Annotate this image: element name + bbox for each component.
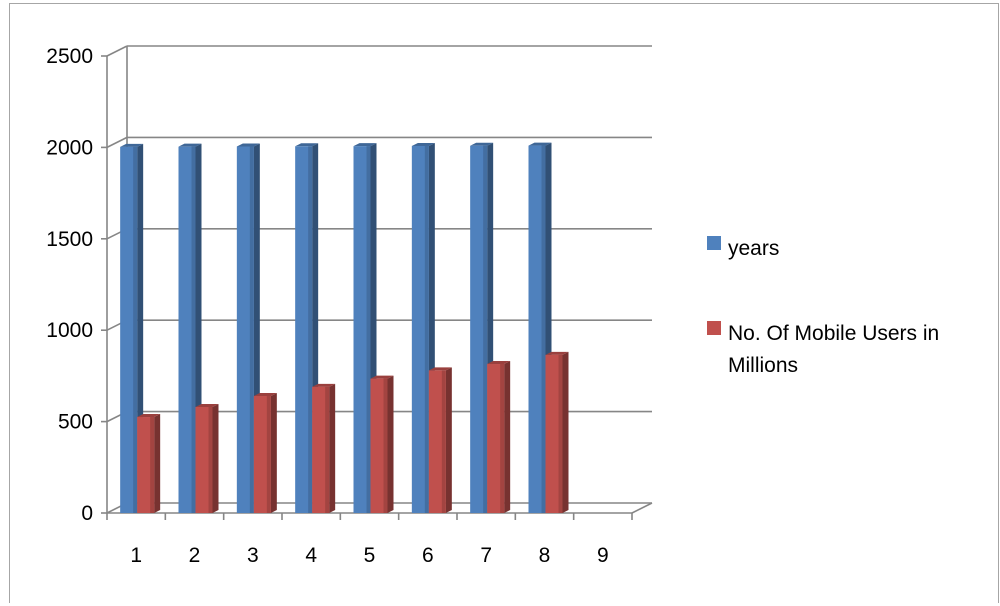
bar [545, 354, 563, 513]
bar-top [253, 393, 277, 397]
bar-layer [120, 142, 569, 513]
bar-shade [325, 386, 330, 513]
bar-top [370, 375, 394, 379]
x-tick-label: 8 [539, 544, 551, 567]
label-layer: 0 500 1000 1500 2000 2500 1 2 3 4 5 6 7 8 9 [46, 45, 608, 567]
bar [312, 386, 330, 513]
bar-side [329, 383, 336, 513]
chart-frame [9, 3, 999, 603]
legend-label: Millions [728, 354, 798, 377]
bar-shade [266, 396, 271, 513]
y-tick-label: 1000 [46, 319, 93, 342]
bar-top [411, 142, 435, 146]
x-tick-label: 6 [422, 544, 434, 567]
bar-shade [191, 146, 196, 513]
x-tick-label: 4 [305, 544, 317, 567]
bar-shade [424, 145, 429, 513]
bar-shade [308, 146, 313, 513]
bar [487, 364, 505, 513]
bar-top [487, 361, 511, 365]
bar-shade [249, 146, 254, 513]
y-tick-label: 500 [58, 411, 93, 434]
bar-side [504, 361, 511, 513]
x-tick-label: 2 [189, 544, 201, 567]
bar [120, 146, 138, 513]
bar [253, 396, 271, 513]
bar-side [387, 375, 394, 513]
bar-shade [483, 145, 488, 513]
bar-shade [366, 146, 371, 513]
bar-shade [208, 406, 213, 513]
bar-top [312, 383, 336, 387]
bar-shade [150, 417, 155, 513]
bar [470, 145, 488, 513]
y-tick-label: 2000 [46, 136, 93, 159]
bar [353, 146, 371, 513]
legend-swatch [707, 321, 721, 335]
bar [178, 146, 196, 513]
bar-top [528, 142, 552, 146]
bar-top [353, 143, 377, 147]
bar-top [236, 143, 260, 147]
bar-shade [383, 378, 388, 513]
bar-shade [133, 146, 138, 513]
bar-top [545, 351, 569, 355]
x-tick-label: 3 [247, 544, 259, 567]
y-tick-label: 1500 [46, 228, 93, 251]
bar [370, 378, 388, 513]
bar-top [137, 414, 161, 418]
bar [236, 146, 254, 513]
bar-side [445, 367, 452, 513]
bar [428, 370, 446, 513]
y-tick-label: 0 [81, 502, 93, 525]
y-tick-label: 2500 [46, 45, 93, 68]
gridline-side [106, 136, 128, 149]
bar [195, 406, 213, 513]
legend-label: No. Of Mobile Users in [728, 322, 939, 345]
bar-side [562, 351, 569, 513]
gridline-side [106, 45, 128, 57]
legend: years No. Of Mobile Users in Millions [707, 236, 939, 377]
bar-top [195, 403, 219, 407]
bar-shade [541, 145, 546, 513]
bar-side [270, 393, 277, 513]
bar-shade [558, 354, 563, 513]
bar-shade [441, 370, 446, 513]
x-tick-label: 7 [480, 544, 492, 567]
bar-top [178, 143, 202, 147]
bar-side [212, 403, 219, 513]
x-tick-label: 5 [364, 544, 376, 567]
legend-label: years [728, 237, 779, 260]
bar-side [154, 414, 161, 513]
bar-shade [500, 364, 505, 513]
legend-swatch [707, 236, 721, 250]
bar [528, 145, 546, 513]
bar [137, 417, 155, 513]
x-tick-label: 1 [130, 544, 142, 567]
x-tick-label: 9 [597, 544, 609, 567]
floor-right-edge [631, 502, 653, 514]
bar [411, 145, 429, 513]
bar-top [120, 143, 144, 147]
bar-top [470, 142, 494, 146]
bar-top [428, 367, 452, 371]
bar-top [295, 143, 319, 147]
bar [295, 146, 313, 513]
